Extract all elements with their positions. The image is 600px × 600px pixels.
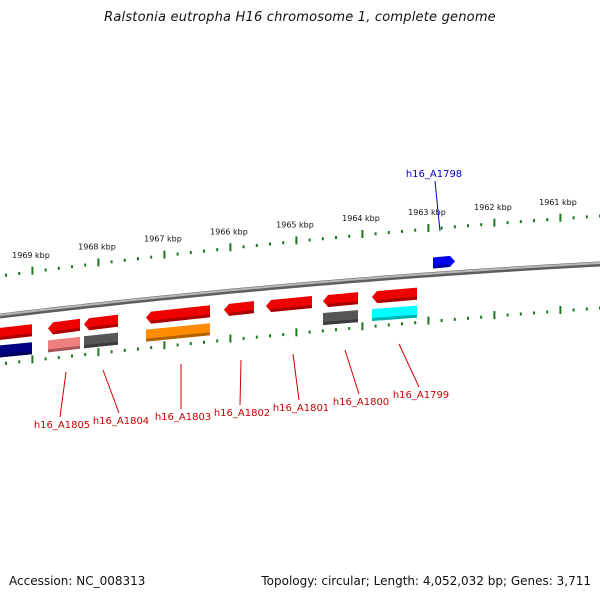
- backbone-highlight: [0, 262, 600, 316]
- gene-label[interactable]: h16_A1801: [273, 403, 329, 414]
- gene-label-group: h16_A1805: [34, 371, 90, 431]
- accession-text: Accession: NC_008313: [9, 574, 146, 588]
- gene-arrow-minus-shade: [328, 301, 358, 308]
- cog-bar-shade: [48, 345, 80, 353]
- gene-label-group: h16_A1801: [273, 353, 329, 414]
- leader-line: [59, 371, 67, 418]
- kbp-label: 1968 kbp: [78, 243, 116, 252]
- kbp-label: 1964 kbp: [342, 214, 380, 223]
- map-title: Ralstonia eutropha H16 chromosome 1, com…: [104, 10, 496, 25]
- gene-arrow-minus-shade: [229, 310, 254, 316]
- gene-arrow-minus: [323, 292, 358, 308]
- kbp-label: 1965 kbp: [276, 221, 314, 230]
- cog-bar: [0, 342, 32, 358]
- gene-arrow-minus: [266, 295, 312, 313]
- gene-arrow-plus-shade: [433, 263, 450, 269]
- leader-line: [239, 359, 242, 406]
- chromosome-backbone: [0, 261, 600, 319]
- gene-arrow-minus: [84, 314, 118, 331]
- cog-bar: [372, 305, 417, 322]
- kbp-label: 1969 kbp: [12, 251, 50, 260]
- cog-bar-shade: [323, 319, 358, 326]
- cog-bar: [84, 332, 118, 349]
- cog-bar-shade: [0, 351, 32, 358]
- gene-arrow-plus: [433, 255, 455, 269]
- gene-arrow-minus-shade: [271, 304, 312, 313]
- gene-features: [0, 255, 455, 358]
- kbp-labels: 1969 kbp 1968 kbp 1967 kbp 1966 kbp 1965 kbp…: [12, 198, 577, 260]
- cog-bar: [146, 323, 210, 342]
- cog-bar-shade: [146, 332, 210, 342]
- kbp-label: 1962 kbp: [474, 203, 512, 212]
- gene-arrow-minus-shade: [0, 333, 32, 340]
- leader-line: [344, 349, 360, 395]
- tick-tracks: [5, 213, 600, 365]
- gene-label[interactable]: h16_A1803: [155, 412, 211, 423]
- kbp-label: 1966 kbp: [210, 227, 248, 236]
- leader-line: [398, 343, 420, 388]
- cog-bar: [323, 310, 358, 326]
- kbp-label: 1967 kbp: [144, 235, 182, 244]
- gene-label[interactable]: h16_A1798: [406, 169, 462, 180]
- gene-labels: h16_A1805 h16_A1804 h16_A1803 h16_A1802 h16_…: [34, 169, 462, 431]
- gene-label[interactable]: h16_A1804: [93, 416, 149, 427]
- gene-arrow-minus-shade: [53, 327, 80, 335]
- cog-bar: [48, 336, 80, 353]
- kbp-label: 1961 kbp: [539, 198, 577, 207]
- kbp-label: 1963 kbp: [408, 208, 446, 217]
- gene-arrow-minus-shade: [151, 314, 210, 324]
- gene-label-group: h16_A1803: [155, 364, 211, 423]
- gene-label-group: h16_A1798: [406, 169, 462, 232]
- gene-arrow-minus: [0, 324, 32, 340]
- gene-label-group: h16_A1800: [333, 349, 389, 408]
- gene-label-group: h16_A1799: [393, 343, 449, 401]
- gene-arrow-minus: [372, 287, 417, 304]
- gene-arrow-minus: [146, 305, 210, 324]
- gene-arrow-minus-body: [146, 305, 210, 324]
- gene-arrow-minus: [224, 301, 254, 316]
- leader-line: [292, 353, 300, 401]
- gene-label-group: h16_A1802: [214, 359, 270, 419]
- gene-label-group: h16_A1804: [93, 369, 149, 427]
- leader-line: [434, 180, 441, 232]
- cog-bar-shade: [372, 314, 417, 322]
- cog-bar-shade: [84, 341, 118, 349]
- gene-label[interactable]: h16_A1799: [393, 390, 449, 401]
- gene-label[interactable]: h16_A1802: [214, 408, 270, 419]
- leader-line: [102, 369, 120, 414]
- gene-arrow-minus: [48, 318, 80, 335]
- gene-label[interactable]: h16_A1805: [34, 420, 90, 431]
- topology-info-text: Topology: circular; Length: 4,052,032 bp…: [261, 574, 591, 588]
- gene-arrow-minus-shade: [89, 323, 118, 331]
- gene-label[interactable]: h16_A1800: [333, 397, 389, 408]
- gene-arrow-minus-shade: [377, 296, 417, 304]
